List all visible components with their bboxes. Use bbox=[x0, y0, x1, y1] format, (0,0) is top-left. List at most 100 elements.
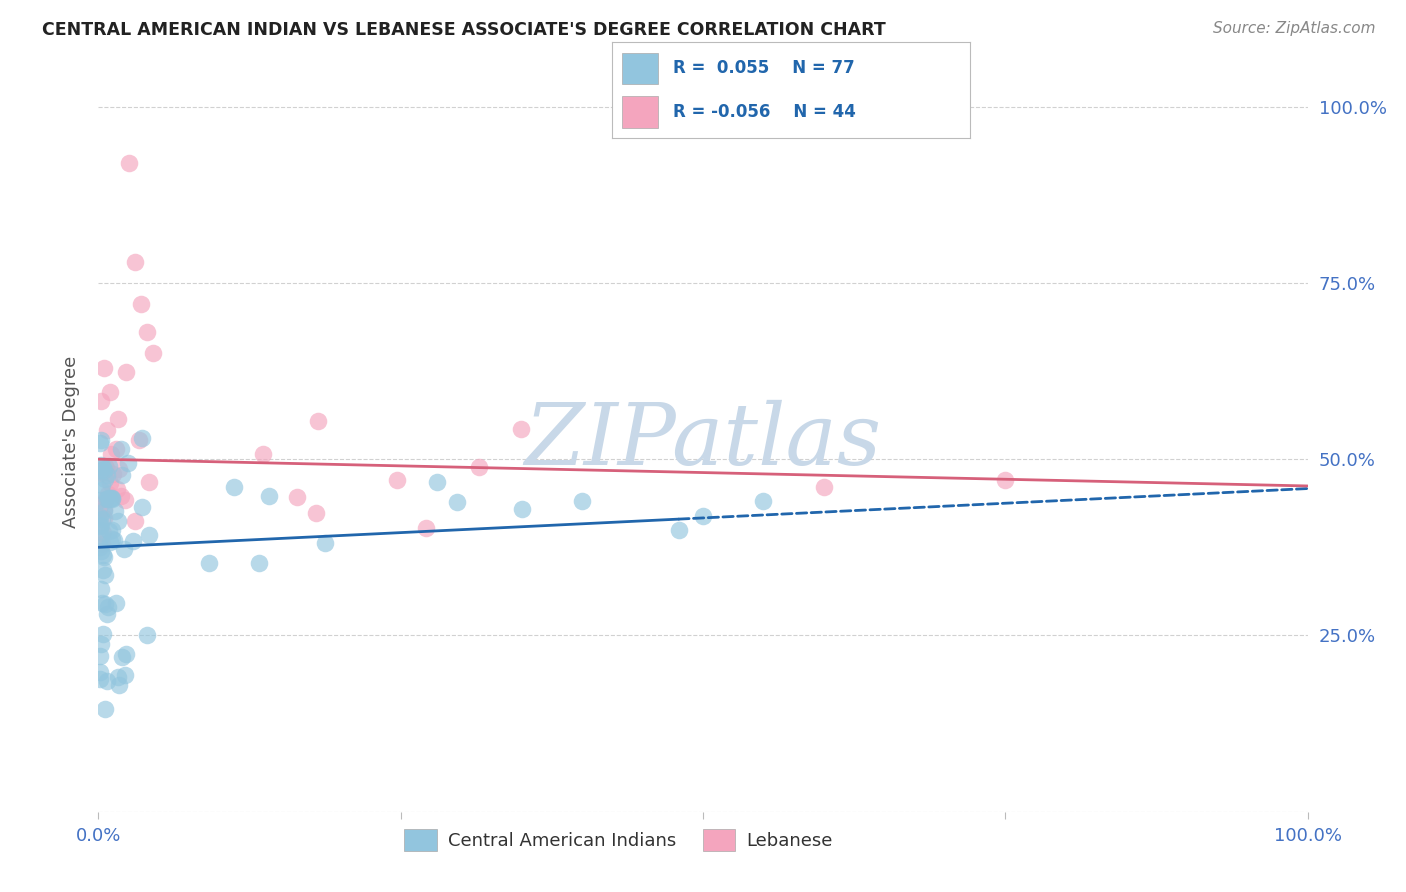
Point bbox=[104, 504, 127, 518]
Point bbox=[90, 637, 112, 651]
Point bbox=[247, 557, 270, 571]
Point bbox=[107, 412, 129, 426]
Point bbox=[117, 457, 139, 471]
Point bbox=[94, 598, 117, 612]
Point bbox=[97, 487, 120, 501]
Point bbox=[114, 668, 136, 682]
Point bbox=[103, 533, 125, 548]
Point bbox=[426, 475, 449, 489]
Point bbox=[89, 498, 111, 512]
Point bbox=[90, 483, 112, 498]
Point bbox=[96, 423, 118, 437]
Legend: Central American Indians, Lebanese: Central American Indians, Lebanese bbox=[396, 822, 839, 858]
Point bbox=[89, 531, 111, 545]
Point bbox=[118, 156, 141, 170]
Point bbox=[89, 524, 111, 538]
Point bbox=[131, 431, 153, 445]
Point bbox=[91, 537, 114, 551]
Point bbox=[90, 458, 112, 472]
Point bbox=[105, 596, 128, 610]
Point bbox=[510, 422, 533, 436]
Point bbox=[97, 491, 120, 505]
Point bbox=[111, 649, 134, 664]
Point bbox=[91, 525, 114, 540]
Point bbox=[90, 512, 112, 526]
Point bbox=[89, 510, 111, 524]
Point bbox=[110, 442, 132, 456]
Point bbox=[101, 491, 124, 505]
Point bbox=[668, 523, 690, 537]
Text: ZIPatlas: ZIPatlas bbox=[524, 401, 882, 483]
Point bbox=[142, 346, 165, 360]
Text: Source: ZipAtlas.com: Source: ZipAtlas.com bbox=[1212, 21, 1375, 36]
Point bbox=[89, 665, 111, 679]
Point bbox=[89, 541, 111, 555]
Point bbox=[222, 480, 245, 494]
Point bbox=[415, 521, 437, 535]
Point bbox=[93, 563, 115, 577]
Point bbox=[89, 649, 111, 664]
Point bbox=[813, 480, 835, 494]
Point bbox=[90, 582, 112, 596]
Point bbox=[108, 677, 131, 691]
Point bbox=[111, 468, 134, 483]
Point bbox=[89, 519, 111, 533]
Point bbox=[510, 501, 533, 516]
Text: R =  0.055    N = 77: R = 0.055 N = 77 bbox=[672, 60, 855, 78]
Point bbox=[90, 433, 112, 447]
Point bbox=[446, 495, 468, 509]
Point bbox=[94, 702, 117, 716]
Point bbox=[138, 527, 160, 541]
Point bbox=[259, 489, 281, 503]
Point bbox=[994, 473, 1017, 487]
Point bbox=[114, 648, 136, 662]
Point bbox=[387, 473, 409, 487]
Point bbox=[98, 492, 121, 507]
Point bbox=[107, 514, 129, 528]
Point bbox=[91, 549, 114, 563]
Point bbox=[93, 549, 115, 564]
Point bbox=[96, 673, 118, 688]
Text: R = -0.056    N = 44: R = -0.056 N = 44 bbox=[672, 103, 855, 120]
Point bbox=[314, 536, 336, 550]
Point bbox=[138, 475, 160, 490]
Point bbox=[307, 414, 329, 428]
Point bbox=[571, 494, 593, 508]
Point bbox=[94, 491, 117, 506]
Point bbox=[285, 490, 308, 504]
Point bbox=[89, 435, 111, 450]
Point bbox=[89, 464, 111, 478]
Point bbox=[467, 460, 489, 475]
Point bbox=[94, 458, 117, 473]
Point bbox=[114, 492, 136, 507]
Point bbox=[98, 524, 121, 538]
Point bbox=[129, 297, 152, 311]
Point bbox=[96, 461, 118, 475]
Point bbox=[305, 506, 328, 520]
Point bbox=[93, 511, 115, 525]
Point bbox=[100, 447, 122, 461]
Point bbox=[752, 494, 775, 508]
Bar bbox=[623, 53, 658, 85]
Point bbox=[105, 482, 128, 496]
Point bbox=[97, 599, 120, 614]
Point bbox=[90, 462, 112, 476]
Point bbox=[131, 500, 153, 515]
Point bbox=[128, 433, 150, 447]
Point bbox=[103, 467, 125, 482]
Point bbox=[135, 325, 157, 339]
Point bbox=[90, 394, 112, 409]
Y-axis label: Associate's Degree: Associate's Degree bbox=[62, 355, 80, 528]
Point bbox=[100, 524, 122, 538]
Point bbox=[100, 491, 122, 505]
Point bbox=[90, 544, 112, 558]
Point bbox=[94, 567, 117, 582]
Point bbox=[198, 556, 221, 570]
Point bbox=[89, 492, 111, 507]
Text: CENTRAL AMERICAN INDIAN VS LEBANESE ASSOCIATE'S DEGREE CORRELATION CHART: CENTRAL AMERICAN INDIAN VS LEBANESE ASSO… bbox=[42, 21, 886, 38]
Point bbox=[91, 626, 114, 640]
Point bbox=[107, 669, 129, 683]
Point bbox=[105, 442, 128, 457]
Point bbox=[692, 508, 714, 523]
Point bbox=[98, 534, 121, 549]
